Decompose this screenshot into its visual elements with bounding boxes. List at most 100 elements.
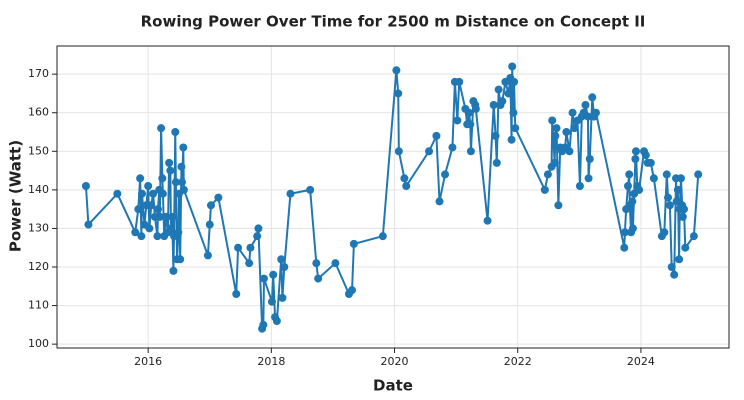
data-point [280, 263, 289, 272]
data-point [136, 174, 145, 183]
data-point [492, 158, 501, 167]
data-point [203, 251, 212, 260]
data-point [331, 259, 340, 268]
data-point [435, 197, 444, 206]
data-point [543, 170, 552, 179]
data-point [581, 101, 590, 110]
y-tick-label: 150 [28, 144, 49, 157]
data-point [667, 263, 676, 272]
data-point [628, 224, 637, 233]
data-point [312, 259, 321, 268]
x-tick-label: 2024 [627, 355, 655, 368]
data-point [277, 255, 286, 264]
data-point [455, 77, 464, 86]
data-point [635, 185, 644, 194]
data-point [662, 170, 671, 179]
data-point [137, 232, 146, 241]
data-point [649, 174, 658, 183]
data-point [570, 124, 579, 133]
data-point [272, 317, 281, 326]
data-point [179, 185, 188, 194]
data-point [584, 174, 593, 183]
data-point [174, 228, 183, 237]
data-point [394, 89, 403, 98]
data-point [672, 197, 681, 206]
data-point [676, 174, 685, 183]
data-point [166, 224, 175, 233]
data-point [245, 259, 254, 268]
data-point [425, 147, 434, 156]
data-point [113, 189, 122, 198]
data-point [681, 243, 690, 252]
data-point [149, 189, 158, 198]
x-tick-label: 2020 [381, 355, 409, 368]
data-point [158, 189, 167, 198]
data-point [392, 66, 401, 75]
data-point [491, 131, 500, 140]
data-point [286, 189, 295, 198]
data-point [623, 182, 632, 191]
y-axis-title: Power (Watt) [7, 140, 25, 252]
data-point [550, 158, 559, 167]
data-point [641, 151, 650, 160]
data-point [314, 274, 323, 283]
data-point [259, 274, 268, 283]
data-point [562, 128, 571, 137]
data-point [565, 147, 574, 156]
x-tick-label: 2018 [257, 355, 285, 368]
data-point [234, 243, 243, 252]
data-point [575, 182, 584, 191]
data-point [348, 286, 357, 295]
data-point [625, 170, 634, 179]
data-point [177, 162, 186, 171]
data-point [551, 131, 560, 140]
x-tick-label: 2016 [134, 355, 162, 368]
data-point [483, 216, 492, 225]
data-point [278, 293, 287, 302]
data-point [631, 147, 640, 156]
data-point [540, 185, 549, 194]
y-tick-label: 130 [28, 221, 49, 234]
data-point [402, 182, 411, 191]
data-point [144, 182, 153, 191]
data-point [489, 101, 498, 110]
data-point [254, 224, 263, 233]
data-point [591, 108, 600, 117]
data-point [171, 178, 180, 187]
data-point [441, 170, 450, 179]
data-point [166, 166, 175, 175]
y-tick-label: 160 [28, 106, 49, 119]
data-point [131, 228, 140, 237]
data-point [134, 205, 143, 214]
data-point [664, 193, 673, 202]
data-point [585, 155, 594, 164]
data-point [205, 220, 214, 229]
y-tick-label: 100 [28, 337, 49, 350]
data-point [246, 243, 255, 252]
data-point [269, 270, 278, 279]
data-point [665, 201, 674, 210]
data-point [471, 104, 480, 113]
chart-title: Rowing Power Over Time for 2500 m Distan… [141, 13, 646, 31]
data-point [349, 239, 358, 248]
data-point [498, 97, 507, 106]
data-point [162, 212, 171, 221]
data-point [179, 143, 188, 152]
data-point [145, 224, 154, 233]
y-tick-label: 140 [28, 183, 49, 196]
data-point [508, 62, 517, 71]
data-point [259, 320, 268, 329]
data-point [154, 205, 163, 214]
x-tick-label: 2022 [504, 355, 532, 368]
data-point [169, 266, 178, 275]
data-point [378, 232, 387, 241]
data-point [628, 197, 637, 206]
data-point [504, 89, 513, 98]
data-point [510, 77, 519, 86]
data-point [400, 174, 409, 183]
data-point [620, 228, 629, 237]
data-point [646, 158, 655, 167]
data-point [494, 85, 503, 94]
y-tick-label: 120 [28, 260, 49, 273]
data-point [138, 189, 147, 198]
